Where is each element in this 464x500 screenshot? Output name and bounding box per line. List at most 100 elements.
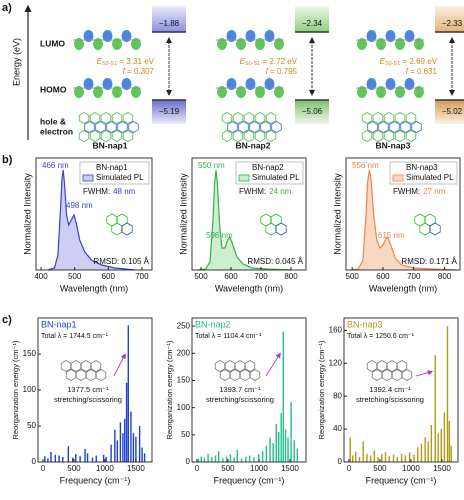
- molecule-ring: [75, 369, 87, 381]
- x-tick-label: 1000: [250, 464, 268, 473]
- f-value: = 0.631: [408, 67, 438, 76]
- mode-label: 1393.7 cm⁻¹: [219, 385, 261, 394]
- mode-label: stretching/scissoring: [54, 395, 122, 404]
- molecule-ring: [383, 130, 395, 142]
- fwhm-label: FWHM:: [239, 187, 266, 196]
- bar: [430, 424, 433, 462]
- bar: [135, 436, 137, 462]
- oscillator-strength: f = 0.795: [266, 67, 298, 76]
- molecule-name: BN-nap2: [236, 140, 271, 150]
- molecule-ring: [111, 222, 123, 236]
- x-tick-label: 1000: [402, 464, 420, 473]
- rmsd: RMSD: 0.171 Å: [401, 257, 457, 266]
- molecule-ring: [214, 360, 226, 372]
- molecule-ring: [229, 369, 241, 381]
- molecule-ring: [361, 130, 373, 142]
- molecule-ring: [227, 121, 238, 133]
- bar: [203, 457, 206, 462]
- x-tick-label: 700: [407, 272, 421, 281]
- energy-axis-label: Energy (eV): [11, 38, 21, 86]
- molecule-ring: [234, 360, 246, 372]
- bar: [284, 429, 287, 462]
- panel-label: a): [2, 2, 12, 14]
- gap-subscript: S0-S1: [102, 61, 117, 67]
- molecule-ring: [254, 130, 266, 142]
- bar: [381, 453, 383, 462]
- molecule-ring: [224, 360, 236, 372]
- fwhm: FWHM: 24 nm: [239, 187, 292, 196]
- bar: [358, 457, 361, 462]
- fwhm-label: FWHM:: [83, 187, 110, 196]
- orbital-lobe: [226, 78, 237, 90]
- bar: [290, 402, 292, 462]
- f-value: = 0.307: [125, 67, 155, 76]
- bar: [448, 420, 451, 462]
- bar: [143, 453, 146, 462]
- bar: [86, 453, 89, 462]
- molecule-ring: [371, 369, 383, 381]
- bar: [119, 422, 122, 462]
- molecule-ring: [367, 121, 378, 133]
- spectrum-area: [350, 170, 457, 270]
- plot-frame: [35, 157, 153, 271]
- bar: [222, 458, 224, 462]
- electron-label: electron: [40, 126, 73, 136]
- orbital-lobe: [264, 30, 275, 42]
- y-tick-label: 100: [23, 385, 37, 394]
- plot-frame: [191, 157, 307, 271]
- bar: [124, 418, 126, 462]
- bar: [71, 457, 74, 462]
- bar: [413, 454, 415, 462]
- molecule-ring: [372, 130, 384, 142]
- bar: [420, 443, 423, 462]
- bar: [443, 412, 446, 462]
- peak-label: 466 nm: [42, 161, 69, 170]
- molecule-ring: [389, 121, 400, 133]
- x-tick-label: 600: [224, 272, 238, 281]
- fwhm-value: 48 nm: [113, 187, 136, 196]
- fwhm: FWHM: 48 nm: [83, 187, 136, 196]
- mode-label: 1392.4 cm⁻¹: [369, 385, 411, 394]
- molecule-ring: [394, 112, 406, 124]
- orbital-lobe: [414, 86, 424, 98]
- orbital-lobe: [121, 78, 132, 90]
- molecule-ring: [122, 112, 134, 124]
- molecule-ring: [65, 369, 77, 381]
- x-tick-label: 1500: [433, 464, 451, 473]
- bar: [138, 426, 141, 462]
- bar: [102, 454, 105, 462]
- bar: [377, 457, 379, 462]
- orbital-lobe: [255, 86, 265, 98]
- fwhm-value: 24 nm: [269, 187, 292, 196]
- bar: [54, 454, 57, 462]
- gap-subscript: S0-S1: [385, 61, 400, 67]
- orbital-lobe: [102, 78, 113, 90]
- hole-label: hole &: [40, 116, 66, 126]
- molecule-ring: [405, 112, 417, 124]
- spectrum-line: [47, 169, 136, 271]
- bar: [349, 437, 351, 462]
- gap-symbol: E: [380, 57, 386, 66]
- orbital-lobe: [226, 30, 237, 42]
- bar: [253, 457, 255, 462]
- bar: [269, 437, 271, 462]
- f-symbol: f: [266, 67, 269, 76]
- bar: [236, 450, 238, 462]
- fwhm: FWHM: 27 nm: [393, 187, 446, 196]
- legend-swatch: [82, 174, 94, 182]
- y-axis-label: Normalized Intensity: [178, 173, 188, 255]
- lumo-box: [295, 6, 329, 32]
- x-tick-label: 800: [438, 272, 452, 281]
- molecule-ring: [411, 121, 422, 133]
- y-tick-label: 150: [177, 376, 191, 385]
- orbital-lobe: [93, 38, 103, 50]
- homo-box: [295, 100, 329, 124]
- bar: [392, 454, 395, 462]
- legend-entry: Simulated PL: [96, 173, 144, 182]
- homo-box: [152, 100, 186, 124]
- y-tick-label: 0: [186, 457, 191, 466]
- orbital-lobe: [255, 38, 265, 50]
- orbital-lobe: [376, 38, 386, 50]
- orbital-lobe: [385, 78, 396, 90]
- molecule-ring: [243, 112, 255, 124]
